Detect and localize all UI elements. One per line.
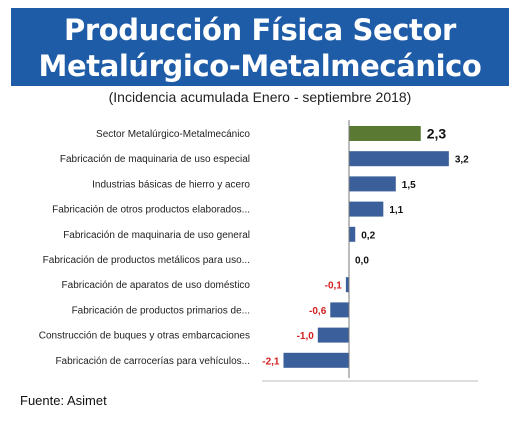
value-label: -0,1 bbox=[325, 281, 343, 292]
category-label: Fabricación de maquinaria de uso especia… bbox=[60, 154, 250, 165]
value-label: 0,2 bbox=[361, 230, 375, 241]
category-label: Fabricación de maquinaria de uso general bbox=[63, 230, 250, 241]
category-label: Fabricación de productos primarios de... bbox=[72, 305, 250, 316]
value-label: 0,0 bbox=[355, 256, 369, 267]
category-label: Industrias básicas de hierro y acero bbox=[92, 179, 250, 190]
value-label: 1,5 bbox=[402, 180, 416, 191]
category-label: Fabricación de aparatos de uso doméstico bbox=[62, 280, 251, 291]
category-label: Fabricación de otros productos elaborado… bbox=[52, 205, 250, 216]
category-label: Fabricación de carrocerías para vehículo… bbox=[55, 356, 250, 367]
value-label: -0,6 bbox=[309, 306, 327, 317]
bar bbox=[349, 176, 396, 192]
bar bbox=[349, 201, 384, 217]
category-label: Fabricación de productos metálicos para … bbox=[43, 255, 250, 266]
bar bbox=[345, 277, 349, 293]
title-banner: Producción Física Sector Metalúrgico-Met… bbox=[11, 8, 509, 86]
category-label: Construcción de buques y otras embarcaci… bbox=[39, 331, 250, 342]
bar-total bbox=[349, 126, 421, 141]
chart-title-line-2: Metalúrgico-Metalmecánico bbox=[38, 49, 482, 83]
source-note: Fuente: Asimet bbox=[20, 393, 107, 408]
chart-subtitle: (Incidencia acumulada Enero - septiembre… bbox=[108, 89, 412, 105]
bar bbox=[317, 327, 349, 343]
bar bbox=[283, 352, 349, 368]
category-label: Sector Metalúrgico-Metalmecánico bbox=[96, 129, 250, 140]
bar bbox=[330, 302, 349, 318]
value-label: 1,1 bbox=[389, 205, 403, 216]
bar bbox=[349, 151, 449, 167]
value-label: 3,2 bbox=[455, 155, 469, 166]
value-label: -2,1 bbox=[262, 356, 280, 367]
value-label: 2,3 bbox=[427, 126, 447, 142]
chart-title-line-1: Producción Física Sector bbox=[64, 13, 456, 47]
bar bbox=[349, 226, 356, 242]
value-label: -1,0 bbox=[297, 331, 315, 342]
